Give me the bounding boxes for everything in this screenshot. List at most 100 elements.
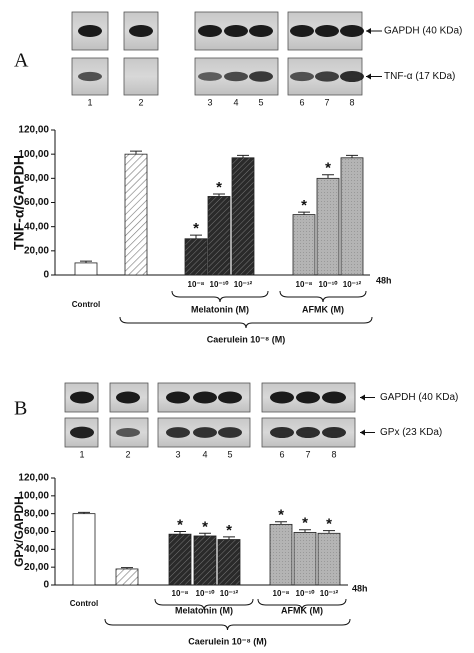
error-bar [237, 154, 249, 158]
bar [168, 533, 192, 586]
y-axis-label: GPx/GAPDH [12, 496, 26, 567]
error-bar [323, 530, 335, 534]
y-tick-label: 40,00 [24, 544, 49, 555]
treatment-brace [119, 316, 373, 329]
group-label: AFMK (M) [281, 605, 323, 615]
x-tick-label: 10⁻⁸ [188, 280, 205, 289]
bar [184, 238, 208, 276]
error-bar [346, 154, 358, 158]
error-bar [322, 174, 334, 179]
x-tick-label: 10⁻¹² [234, 280, 253, 289]
bar [74, 262, 98, 276]
blot-label: TNF-α (17 KDa) [384, 71, 455, 82]
significance-marker: * [302, 515, 308, 532]
bar [269, 523, 293, 586]
lane-number: 5 [227, 449, 232, 459]
lane-number: 4 [202, 449, 207, 459]
significance-marker: * [226, 522, 232, 539]
bar [72, 513, 96, 586]
bar [124, 153, 148, 276]
bar [193, 535, 217, 586]
blot-band [340, 25, 364, 37]
error-bar [78, 511, 90, 514]
blot-band [322, 391, 346, 404]
x-tick-label: Control [72, 300, 100, 309]
x-tick-label: 10⁻¹⁰ [196, 589, 216, 598]
lane-number: 6 [299, 97, 304, 107]
x-tick-label: 10⁻¹² [220, 589, 239, 598]
treatment-brace [104, 618, 351, 631]
x-tick-label: 10⁻¹⁰ [319, 280, 339, 289]
blot-label: GAPDH (40 KDa) [380, 392, 458, 403]
error-bar [190, 234, 202, 239]
group-brace [154, 598, 254, 611]
bar [207, 196, 231, 276]
blot-band [198, 25, 222, 37]
bar [293, 531, 317, 586]
lane-number: 8 [331, 449, 336, 459]
blot-band [315, 71, 339, 82]
blot-band [198, 72, 222, 81]
significance-marker: * [278, 507, 284, 524]
blot-band [218, 391, 242, 404]
y-tick-label: 40,00 [24, 221, 49, 232]
x-tick-label: 10⁻⁸ [296, 280, 313, 289]
blot-band [224, 25, 248, 37]
significance-marker: * [193, 220, 199, 237]
y-tick-label: 80,00 [24, 173, 49, 184]
error-bar [174, 531, 186, 535]
lane-number: 2 [125, 449, 130, 459]
arrow-head [360, 429, 365, 436]
y-tick-label: 20,00 [24, 562, 49, 573]
treatment-label: Caerulein 10⁻⁸ (M) [207, 334, 286, 344]
blot-band [70, 391, 94, 404]
y-tick-label: 100,00 [18, 490, 49, 501]
blot-band [315, 25, 339, 37]
group-brace [279, 290, 367, 303]
y-tick-label: 80,00 [24, 508, 49, 519]
panel-letter: B [14, 398, 27, 420]
group-brace [171, 290, 269, 303]
blot-band [193, 391, 217, 404]
treatment-label: Caerulein 10⁻⁸ (M) [188, 636, 267, 646]
blot-band [249, 71, 273, 82]
y-tick-label: 0 [43, 270, 49, 281]
blot-band [249, 25, 273, 37]
group-label: Melatonin (M) [191, 304, 249, 314]
arrow-head [360, 394, 365, 401]
y-tick-label: 120,00 [18, 125, 49, 136]
error-bar [213, 193, 225, 197]
blot-box [123, 57, 159, 96]
y-tick-label: 20,00 [24, 245, 49, 256]
error-bar [121, 567, 133, 569]
x-tick-label: 10⁻⁸ [172, 589, 189, 598]
lane-number: 3 [175, 449, 180, 459]
blot-band [296, 391, 320, 404]
lane-number: 7 [324, 97, 329, 107]
arrow-head [366, 28, 371, 34]
bar [217, 539, 241, 586]
blot-band [166, 427, 190, 438]
error-bar [80, 260, 92, 263]
lane-number: 3 [207, 97, 212, 107]
bar [231, 157, 255, 276]
lane-number: 4 [233, 97, 238, 107]
blot-band [290, 71, 314, 82]
blot-band [270, 391, 294, 404]
blot-band [70, 426, 94, 439]
blot-band [218, 427, 242, 438]
significance-marker: * [326, 516, 332, 533]
x-tick-label: Control [70, 599, 98, 608]
significance-marker: * [301, 197, 307, 214]
error-bar [299, 529, 311, 533]
significance-marker: * [202, 518, 208, 535]
error-bar [275, 521, 287, 525]
lane-number: 7 [305, 449, 310, 459]
y-tick-label: 60,00 [24, 197, 49, 208]
arrow-head [366, 73, 371, 80]
group-label: AFMK (M) [302, 304, 344, 314]
x-tick-label: 10⁻⁸ [273, 589, 290, 598]
bar [316, 177, 340, 276]
error-bar [298, 211, 310, 215]
